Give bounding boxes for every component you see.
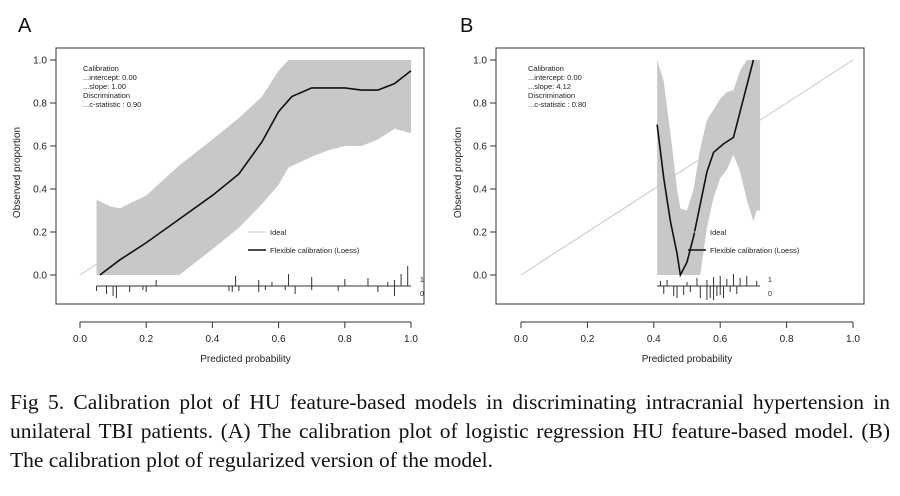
calibration-annotation: Discrimination	[528, 91, 575, 100]
y-tick-label: 1.0	[473, 56, 487, 67]
x-axis-title: Predicted probability	[200, 354, 291, 365]
ideal-line	[520, 59, 854, 276]
y-tick-label: 0.6	[473, 142, 487, 153]
x-tick-label: 0.6	[713, 334, 727, 345]
calibration-plot-a: A 0.0 0.2 0.4 0.6 0.8 1.0 0.0 0.2 0.4 0.6 0.8 1.0 Pre…	[12, 15, 425, 365]
x-tick-label: 0.6	[272, 334, 286, 345]
panel-label: A	[18, 15, 32, 37]
calibration-annotation: Calibration	[528, 64, 564, 73]
x-tick-label: 1.0	[404, 334, 418, 345]
y-tick-label: 1.0	[33, 56, 47, 67]
loess-curve	[99, 70, 412, 276]
x-tick-label: 0.8	[780, 334, 794, 345]
y-tick-label: 0.2	[33, 228, 47, 239]
x-tick-label: 1.0	[846, 334, 860, 345]
plot-frame	[495, 47, 865, 305]
calibration-annotation: ...c-statistic : 0.80	[528, 100, 586, 109]
calibration-annotation: Calibration	[83, 64, 119, 73]
x-tick-label: 0.0	[73, 334, 87, 345]
y-tick-label: 0.2	[473, 228, 487, 239]
rug-label-nonevents: 0	[420, 291, 424, 298]
x-tick-label: 0.4	[205, 334, 219, 345]
calibration-annotation: ...intercept: 0.00	[83, 73, 137, 82]
calibration-annotation: ...slope: 1.00	[83, 82, 126, 91]
loess-curve	[656, 59, 755, 278]
y-tick-label: 0.8	[33, 99, 47, 110]
y-tick-label: 0.0	[473, 271, 487, 282]
y-tick-label: 0.0	[33, 271, 47, 282]
legend-label-ideal: Ideal	[710, 228, 727, 237]
x-tick-label: 0.4	[647, 334, 661, 345]
panel-label: B	[460, 15, 473, 37]
y-tick-label: 0.4	[473, 185, 487, 196]
rug-label-events: 1	[768, 277, 772, 284]
calibration-plot-b: B 0.0 0.2 0.4 0.6 0.8 1.0 0.0 0.2 0.4 0.6 0.8 1.0 Pre…	[453, 15, 865, 365]
y-tick-label: 0.8	[473, 99, 487, 110]
calibration-annotation: ...slope: 4.12	[528, 82, 571, 91]
x-axis-title: Predicted probability	[642, 354, 733, 365]
y-axis-title: Observed proportion	[453, 127, 464, 218]
ideal-line	[79, 59, 412, 276]
legend-label-loess: Flexible calibration (Loess)	[710, 246, 800, 255]
x-tick-label: 0.2	[580, 334, 594, 345]
legend-label-loess: Flexible calibration (Loess)	[270, 246, 360, 255]
y-tick-label: 0.6	[33, 142, 47, 153]
figure: A 0.0 0.2 0.4 0.6 0.8 1.0 0.0 0.2 0.4 0.6 0.8 1.0 Pre…	[12, 15, 865, 365]
calibration-annotation: Discrimination	[83, 91, 130, 100]
confidence-band	[96, 60, 412, 275]
x-tick-label: 0.8	[338, 334, 352, 345]
x-tick-label: 0.2	[139, 334, 153, 345]
plot-frame	[55, 47, 425, 305]
calibration-annotation: ...c-statistic : 0.90	[83, 100, 141, 109]
calibration-annotation: ...intercept: 0.00	[528, 73, 582, 82]
y-tick-label: 0.4	[33, 185, 47, 196]
y-axis-title: Observed proportion	[12, 127, 23, 218]
figure-caption: Fig 5. Calibration plot of HU feature-ba…	[10, 390, 890, 472]
rug-label-nonevents: 0	[768, 291, 772, 298]
rug-label-events: 1	[420, 277, 424, 284]
legend-label-ideal: Ideal	[270, 228, 287, 237]
x-tick-label: 0.0	[514, 334, 528, 345]
